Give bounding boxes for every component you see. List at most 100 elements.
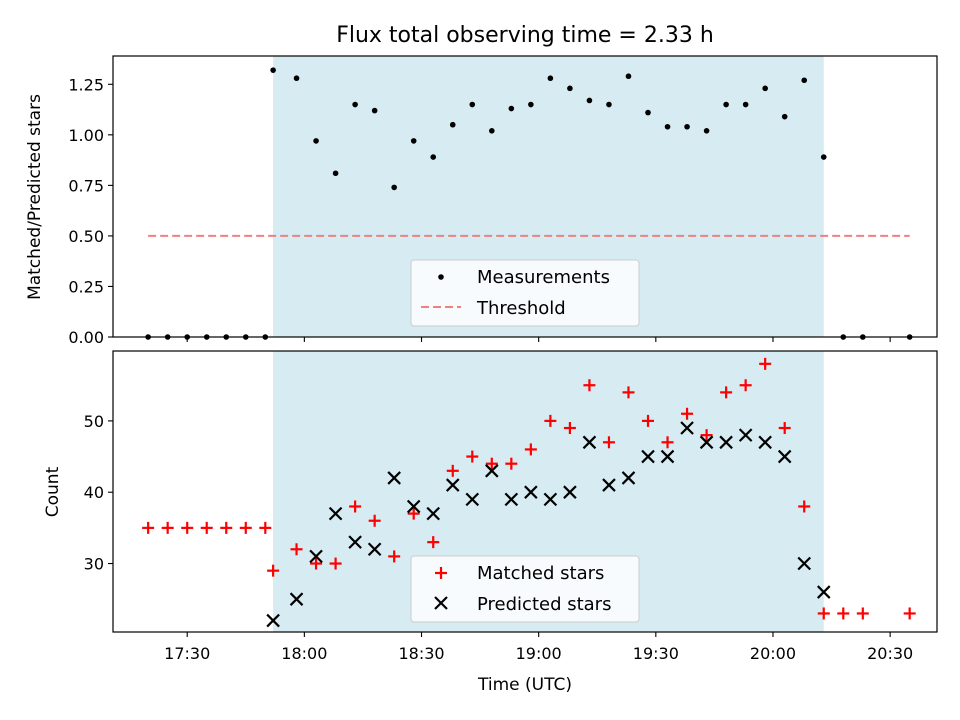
matched-stars-point	[739, 379, 752, 392]
measurement-point	[703, 127, 710, 134]
predicted-stars-point	[348, 535, 362, 549]
predicted-stars-point	[485, 464, 499, 478]
predicted-stars-point	[266, 613, 280, 628]
measurement-point	[645, 109, 651, 116]
measurement-point	[508, 105, 515, 112]
matched-stars-point	[220, 521, 233, 534]
matched-stars-point	[524, 443, 537, 456]
matched-stars-point	[161, 521, 174, 534]
matched-stars-point	[817, 607, 830, 620]
top-y-ticks: 0.00 0.25 0.50 0.75 1.00 1.25	[68, 75, 113, 347]
measurement-point	[489, 127, 495, 134]
matched-stars-point	[239, 521, 252, 534]
measurement-point	[332, 170, 339, 177]
predicted-stars-point	[582, 435, 597, 450]
y-tick-label: 40	[84, 483, 104, 502]
predicted-stars-point	[680, 421, 694, 435]
matched-stars-point	[200, 521, 213, 534]
predicted-stars-point	[816, 585, 831, 599]
matched-stars-point	[181, 521, 194, 534]
y-tick-label: 0.75	[68, 176, 104, 195]
measurement-point	[762, 85, 768, 92]
predicted-stars-point	[465, 492, 480, 507]
measurement-point	[270, 67, 276, 73]
top-y-axis-label: Matched/Predicted stars	[25, 94, 45, 300]
matched-stars-point	[602, 436, 615, 449]
top-x-ticks	[186, 337, 891, 342]
measurement-point	[547, 75, 554, 82]
y-tick-label: 50	[84, 412, 104, 431]
bottom-legend-box	[410, 555, 640, 623]
x-tick-label: 20:00	[750, 644, 796, 663]
measurement-point	[684, 123, 690, 130]
matched-stars-point	[368, 514, 381, 527]
measurement-point	[352, 101, 358, 108]
predicted-stars-point	[445, 478, 460, 492]
matched-stars-point	[446, 464, 459, 477]
x-tick-label: 19:00	[516, 644, 562, 663]
measurement-point	[723, 101, 729, 108]
bottom-y-ticks: 30 40 50	[84, 412, 113, 574]
matched-stars-point	[505, 457, 518, 470]
top-plot-frame	[112, 55, 938, 338]
measurement-point	[469, 101, 476, 108]
measurement-point	[781, 113, 788, 120]
x-tick-label: 19:30	[633, 644, 679, 663]
bottom-y-axis-label: Count	[43, 466, 63, 517]
predicted-stars-point	[309, 549, 323, 564]
measurement-point	[528, 101, 534, 108]
measurement-point	[820, 154, 827, 160]
predicted-stars-point	[719, 435, 733, 450]
predicted-stars-point	[543, 492, 558, 507]
measurement-point	[371, 107, 378, 114]
matched-stars-point	[583, 379, 596, 392]
matched-stars-point	[142, 521, 155, 534]
matched-stars-point	[267, 564, 280, 577]
matched-stars-point	[329, 557, 342, 570]
legend-matched-marker	[435, 567, 447, 579]
top-legend-box	[410, 259, 640, 327]
chart-title: Flux total observing time = 2.33 h	[336, 23, 714, 48]
bottom-series-marks	[142, 357, 916, 628]
predicted-stars-point	[367, 542, 382, 557]
bottom-x-ticks: 17:30 18:00 18:30 19:00 19:30 20:00 20:30	[164, 632, 913, 663]
x-tick-label: 20:30	[867, 644, 913, 663]
legend-predicted-marker	[434, 596, 448, 610]
legend-threshold-label: Threshold	[476, 298, 566, 319]
y-tick-label: 0.25	[68, 277, 104, 296]
matched-stars-point	[798, 500, 811, 513]
predicted-stars-point	[406, 499, 421, 514]
matched-stars-point	[310, 557, 323, 570]
y-tick-label: 1.25	[68, 75, 104, 94]
top-panel: 0.00 0.25 0.50 0.75 1.00 1.25 Matched/Predict…	[25, 55, 938, 347]
matched-stars-point	[259, 521, 272, 534]
predicted-stars-point	[758, 435, 772, 450]
matched-stars-point	[700, 429, 713, 442]
matched-stars-point	[661, 436, 674, 449]
measurement-point	[801, 77, 808, 84]
matched-stars-point	[466, 450, 479, 463]
measurement-point	[625, 73, 632, 80]
predicted-stars-point	[641, 449, 655, 464]
measurement-point	[391, 184, 397, 191]
matched-stars-point	[427, 536, 440, 549]
predicted-stars-point	[621, 471, 636, 485]
matched-stars-point	[837, 607, 850, 620]
y-tick-label: 1.00	[68, 126, 104, 145]
matched-stars-point	[622, 386, 635, 399]
matched-stars-point	[349, 500, 362, 513]
measurement-point	[410, 138, 417, 144]
measurement-point	[449, 121, 456, 128]
matched-stars-point	[759, 357, 772, 370]
matched-stars-point	[563, 422, 576, 435]
predicted-stars-point	[699, 435, 714, 450]
measurement-point	[586, 97, 593, 104]
bottom-panel: 30 40 50 17:30 18:00 18:30 19:00 19:30 20:00 20:…	[43, 350, 938, 695]
measurement-point	[313, 138, 319, 144]
legend-predicted-label: Predicted stars	[477, 594, 611, 615]
y-tick-label: 30	[84, 555, 104, 574]
predicted-stars-point	[602, 478, 616, 492]
matched-stars-point	[290, 543, 303, 556]
measurement-point	[430, 154, 437, 160]
